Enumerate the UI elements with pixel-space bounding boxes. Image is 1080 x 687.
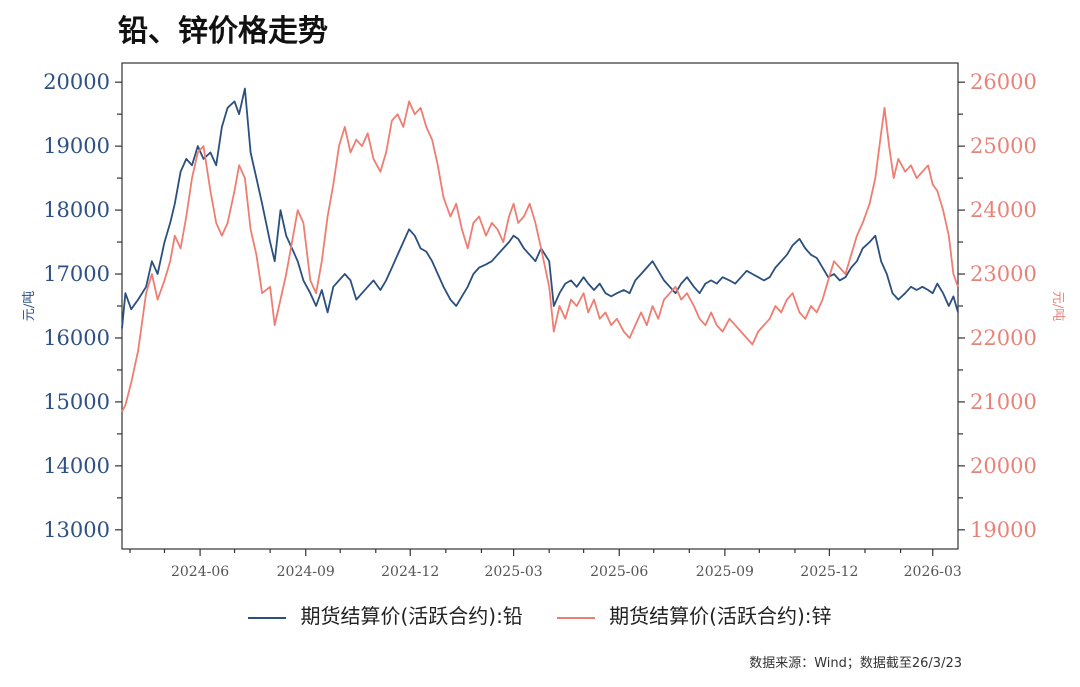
y-right-tick-label: 19000 [970, 518, 1037, 542]
y-right-tick-label: 25000 [970, 134, 1037, 158]
x-tick-label: 2024-06 [171, 564, 229, 580]
x-tick-label: 2024-09 [277, 564, 335, 580]
legend-item-zinc: 期货结算价(活跃合约):锌 [557, 600, 832, 629]
x-tick-label: 2025-12 [800, 564, 858, 580]
y-right-tick-label: 20000 [970, 454, 1037, 478]
y-right-axis-title: 元/吨 [1050, 291, 1065, 321]
y-right-tick-label: 23000 [970, 262, 1037, 286]
y-left-tick-label: 16000 [43, 326, 110, 350]
plot-area: 13000 14000 15000 16000 17000 18000 19000 20000… [22, 62, 1065, 580]
x-tick-label: 2025-03 [484, 564, 542, 580]
legend: 期货结算价(活跃合约):铅 期货结算价(活跃合约):锌 [0, 600, 1080, 629]
legend-swatch-lead [248, 616, 287, 619]
plot-frame [121, 62, 959, 550]
y-left-tick-label: 18000 [43, 198, 110, 222]
y-right-tick-label: 21000 [970, 390, 1037, 414]
x-tick-label: 2024-12 [381, 564, 439, 580]
y-left-tick-label: 19000 [43, 134, 110, 158]
legend-label-lead: 期货结算价(活跃合约):铅 [300, 604, 523, 628]
chart-title: 铅、锌价格走势 [118, 14, 328, 49]
y-right-tick-label: 26000 [970, 70, 1037, 94]
legend-item-lead: 期货结算价(活跃合约):铅 [248, 600, 523, 629]
y-left-tick-label: 17000 [43, 262, 110, 286]
y-right-tick-label: 22000 [970, 326, 1037, 350]
series-line-zinc [121, 100, 959, 412]
x-tick-label: 2025-09 [696, 564, 754, 580]
y-right-tick-label: 24000 [970, 198, 1037, 222]
y-left-tick-label: 14000 [43, 454, 110, 478]
source-note: 数据来源：Wind；数据截至26/3/23 [749, 656, 962, 671]
y-left-tick-label: 13000 [43, 518, 110, 542]
x-tick-label: 2026-03 [904, 564, 962, 580]
legend-swatch-zinc [557, 616, 596, 619]
legend-label-zinc: 期货结算价(活跃合约):锌 [609, 604, 832, 628]
x-tick-label: 2025-06 [590, 564, 648, 580]
y-left-tick-label: 20000 [43, 70, 110, 94]
y-left-axis-title: 元/吨 [22, 291, 37, 321]
y-left-tick-label: 15000 [43, 390, 110, 414]
